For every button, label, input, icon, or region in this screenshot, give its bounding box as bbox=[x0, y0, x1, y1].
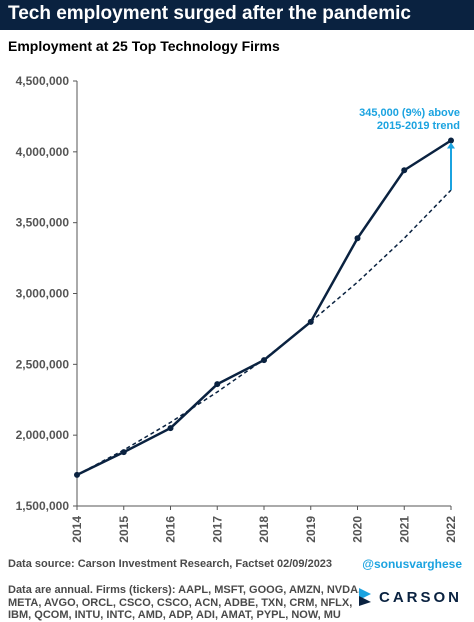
y-tick-label: 2,500,000 bbox=[16, 357, 70, 371]
actual-data-point bbox=[448, 137, 454, 144]
annotation-layer bbox=[447, 142, 455, 191]
line-chart: 1,500,000 2,000,000 2,500,000 3,000,000 3,50… bbox=[16, 74, 458, 543]
trend-annotation: 345,000 (9%) above 2015-2019 trend bbox=[300, 107, 460, 133]
actual-data-point bbox=[120, 449, 127, 456]
x-tick-label: 2016 bbox=[164, 516, 178, 543]
actual-data-point bbox=[214, 381, 221, 388]
x-tick-label: 2020 bbox=[351, 516, 365, 543]
header-bar: Tech employment surged after the pandemi… bbox=[0, 0, 474, 30]
x-tick-label: 2018 bbox=[257, 516, 271, 543]
brand-name: CARSON bbox=[378, 588, 462, 606]
brand-logo: CARSON bbox=[357, 586, 462, 608]
chart-subtitle: Employment at 25 Top Technology Firms bbox=[8, 38, 280, 54]
y-tick-label: 4,500,000 bbox=[16, 74, 70, 88]
x-tick-label: 2014 bbox=[70, 516, 84, 543]
author-handle[interactable]: @sonusvarghese bbox=[362, 557, 462, 571]
actual-data-point bbox=[401, 167, 408, 174]
x-tick-label: 2021 bbox=[397, 516, 411, 543]
y-tick-label: 3,500,000 bbox=[16, 216, 70, 230]
page-title: Tech employment surged after the pandemi… bbox=[8, 3, 411, 24]
y-tick-label: 3,000,000 bbox=[16, 287, 70, 301]
x-tick-label: 2017 bbox=[210, 516, 224, 543]
series-layer bbox=[74, 137, 454, 478]
actual-data-point bbox=[74, 471, 80, 478]
x-tick-label: 2022 bbox=[444, 516, 458, 543]
actual-series-line bbox=[76, 139, 452, 476]
annotation-line-2: 2015-2019 trend bbox=[376, 120, 460, 132]
y-tick-label: 1,500,000 bbox=[16, 499, 70, 513]
axis-ticks: 1,500,000 2,000,000 2,500,000 3,000,000 3,50… bbox=[16, 74, 458, 543]
annotation-line-1: 345,000 (9%) above bbox=[359, 107, 460, 119]
y-tick-label: 2,000,000 bbox=[16, 428, 70, 442]
footnote: Data are annual. Firms (tickers): AAPL, … bbox=[8, 584, 362, 621]
y-tick-label: 4,000,000 bbox=[16, 145, 70, 159]
trend-series-line bbox=[76, 189, 452, 476]
annotation-arrow-head bbox=[447, 142, 455, 149]
chart-axes bbox=[76, 81, 451, 507]
actual-data-point bbox=[261, 357, 267, 364]
x-tick-label: 2015 bbox=[117, 516, 131, 543]
x-tick-label: 2019 bbox=[304, 516, 318, 543]
actual-data-point bbox=[167, 425, 174, 432]
actual-data-point bbox=[307, 318, 314, 325]
carson-logo-icon bbox=[358, 588, 371, 606]
data-source: Data source: Carson Investment Research,… bbox=[8, 558, 333, 570]
actual-data-point bbox=[354, 235, 361, 242]
